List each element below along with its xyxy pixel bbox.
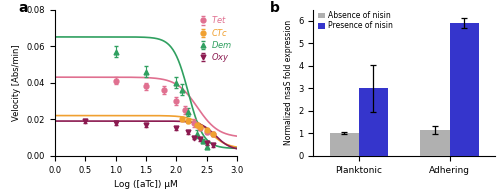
Legend: $\it{Tet}$, $\it{CTc}$, $\it{Dem}$, $\it{Oxy}$: $\it{Tet}$, $\it{CTc}$, $\it{Dem}$, $\it…	[198, 14, 232, 65]
Y-axis label: Velocity [Abs/min]: Velocity [Abs/min]	[12, 44, 21, 121]
Bar	[330, 133, 358, 156]
X-axis label: Log ([aTc]) μM: Log ([aTc]) μM	[114, 180, 178, 189]
Bar	[358, 88, 388, 156]
Y-axis label: Normalized nsaS fold expression: Normalized nsaS fold expression	[284, 20, 292, 145]
Text: a: a	[18, 1, 28, 15]
Legend: Absence of nisin, Presence of nisin: Absence of nisin, Presence of nisin	[317, 10, 394, 31]
Text: b: b	[270, 1, 280, 15]
Bar	[450, 23, 478, 156]
Bar	[420, 130, 450, 156]
